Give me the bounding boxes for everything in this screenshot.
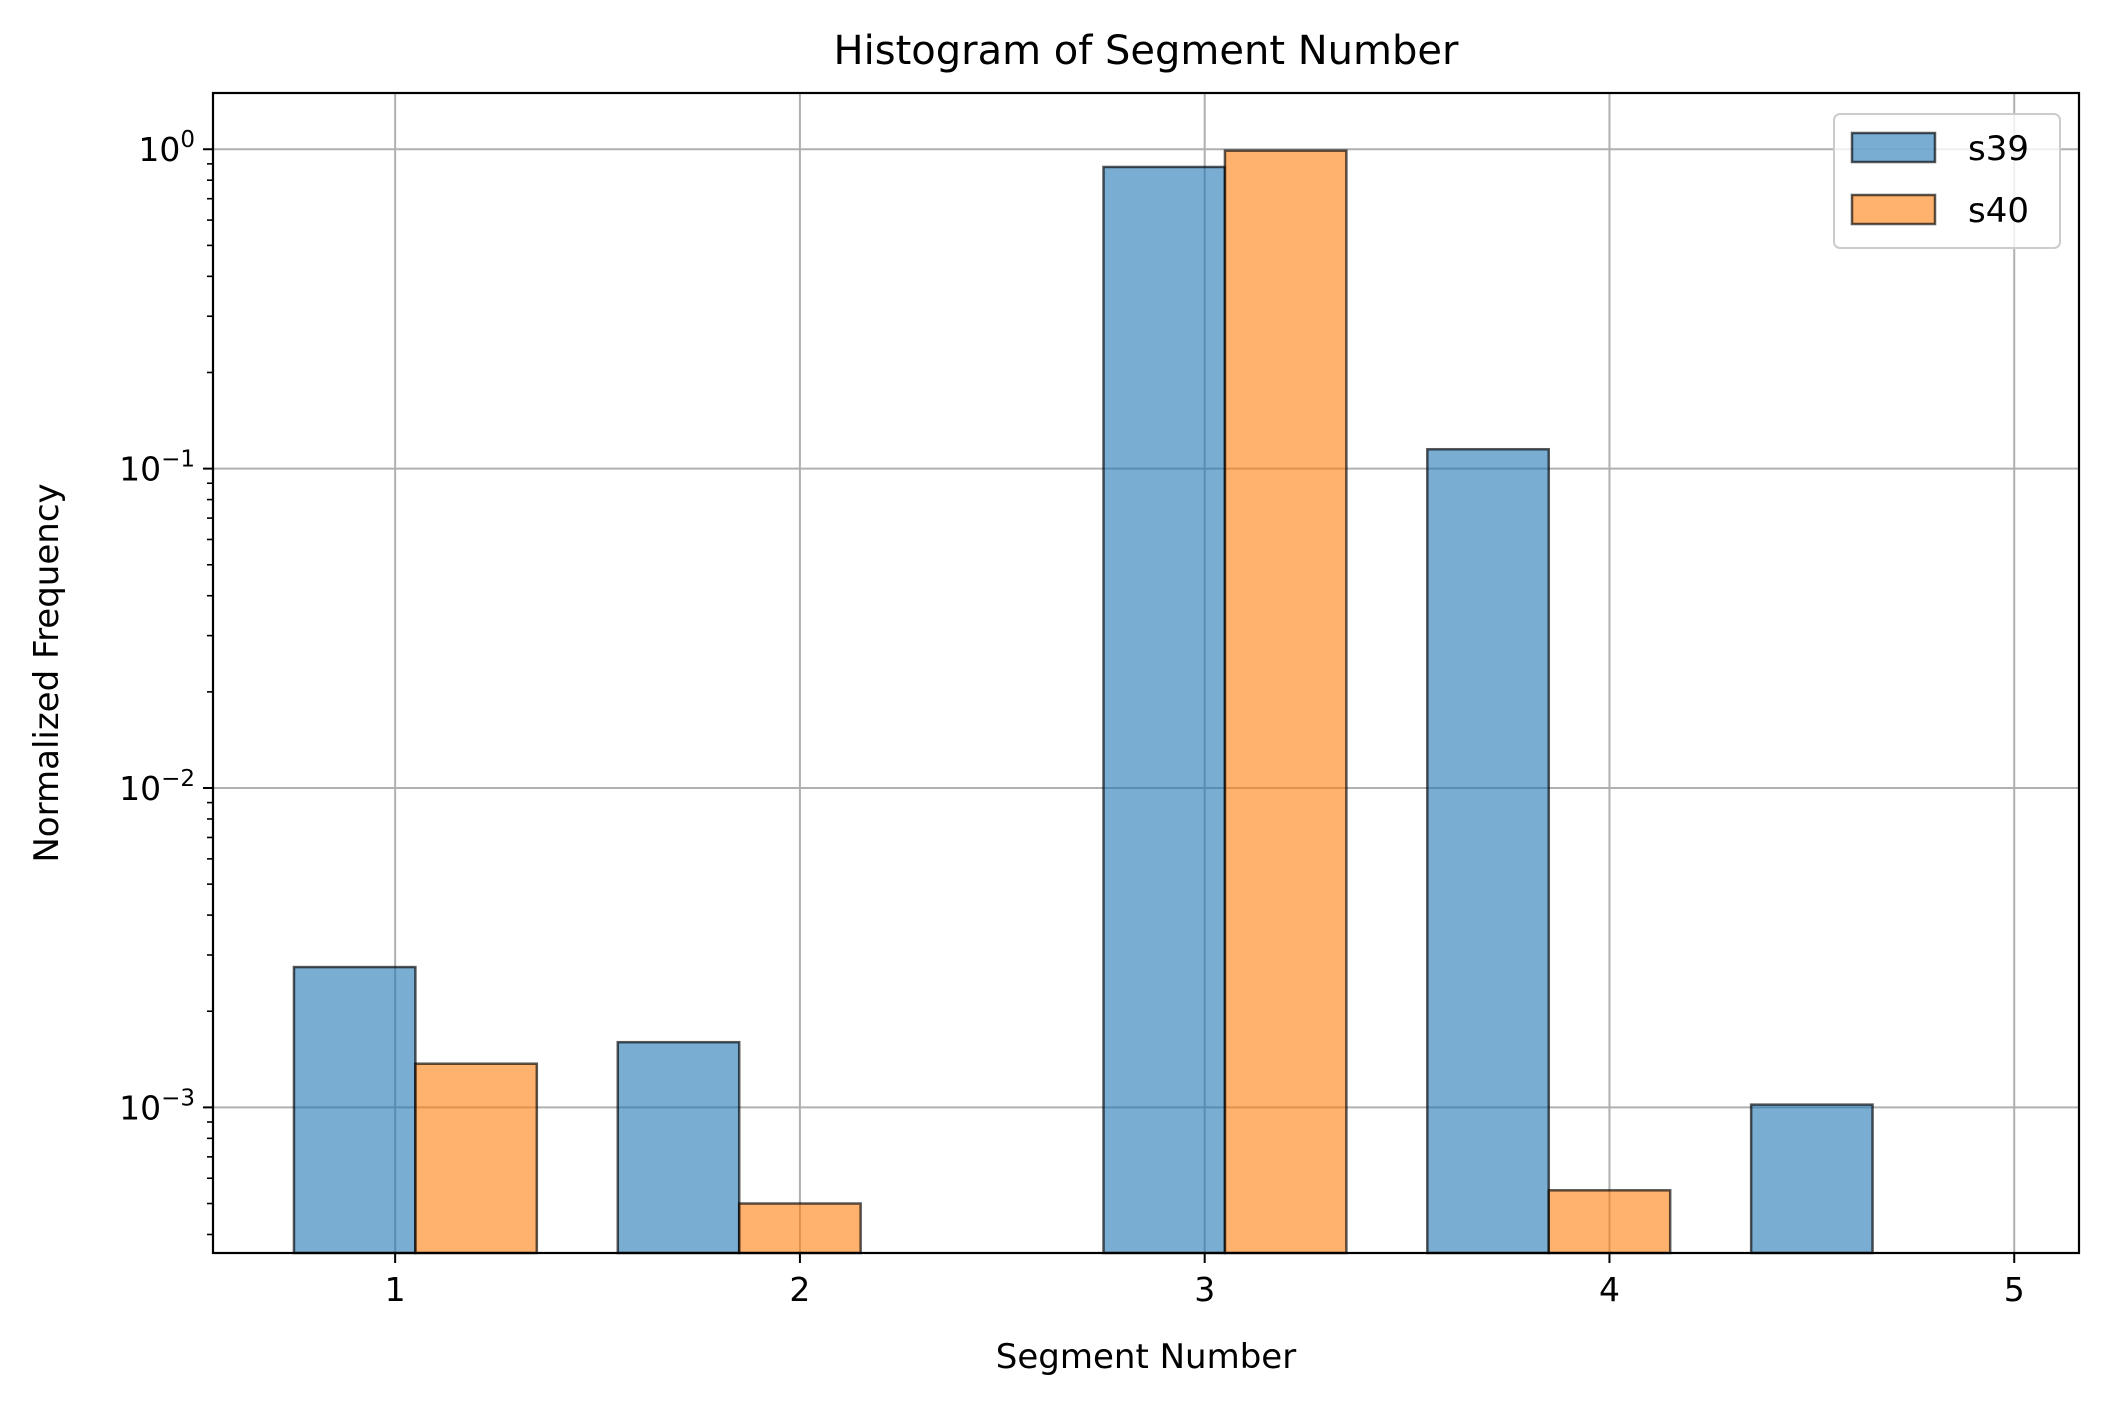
bar-s40: [737, 1202, 862, 1255]
bar-s40: [1547, 1189, 1672, 1255]
legend-swatch-s40: [1850, 193, 1937, 226]
bar-s39: [1426, 447, 1550, 1255]
x-axis-ticks: 1 2 3 4 5: [385, 1253, 2025, 1309]
x-tick-label: 1: [385, 1270, 406, 1309]
legend-label-s40: s40: [1968, 191, 2029, 231]
bar-s40: [1223, 149, 1348, 1255]
bar-s39: [292, 965, 417, 1255]
chart-title: Histogram of Segment Number: [834, 28, 1459, 74]
x-tick-label: 2: [789, 1270, 810, 1309]
x-tick-label: 5: [2004, 1270, 2025, 1309]
y-tick-label: 100: [138, 127, 195, 169]
y-tick-label: 10−3: [119, 1085, 195, 1127]
plot-frame: [211, 91, 2081, 1255]
bar-s39: [616, 1040, 741, 1255]
bars: [292, 149, 1874, 1255]
legend-swatch-s39: [1850, 131, 1937, 164]
x-tick-label: 4: [1599, 1270, 1620, 1309]
y-tick-label: 10−2: [119, 766, 195, 808]
bar-s39: [1749, 1103, 1874, 1255]
legend: s39 s40: [1833, 113, 2061, 249]
bar-s39: [1102, 165, 1227, 1255]
y-axis-ticks: 100 10−1 10−2 10−3: [119, 127, 213, 1236]
legend-label-s39: s39: [1968, 129, 2029, 169]
y-axis-label: Normalized Frequency: [27, 483, 67, 862]
y-tick-label: 10−1: [119, 447, 195, 489]
bar-s40: [414, 1062, 539, 1255]
x-tick-label: 3: [1194, 1270, 1215, 1309]
x-axis-label: Segment Number: [996, 1337, 1296, 1377]
